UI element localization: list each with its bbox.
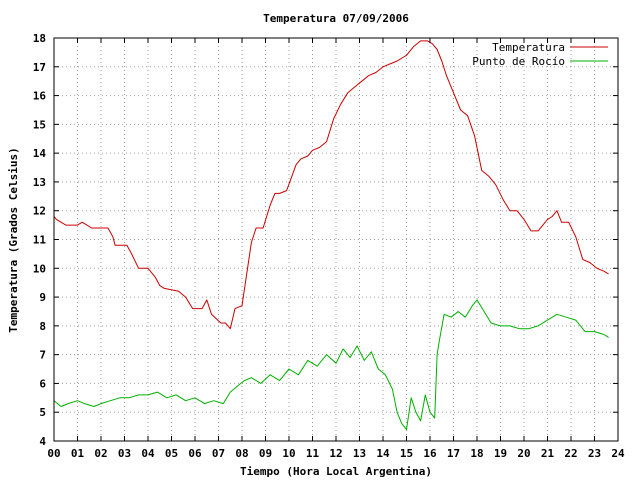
x-tick-label: 04 [141, 447, 155, 460]
legend: Temperatura Punto de Rocío [472, 41, 608, 68]
x-tick-label: 13 [353, 447, 366, 460]
y-tick-label: 14 [33, 147, 47, 160]
x-tick-label: 09 [259, 447, 272, 460]
x-tick-label: 17 [447, 447, 460, 460]
x-tick-label: 03 [118, 447, 131, 460]
legend-label-rocio: Punto de Rocío [472, 55, 565, 68]
x-tick-label: 08 [235, 447, 248, 460]
x-tick-label: 24 [611, 447, 625, 460]
series-line-rocio [53, 299, 609, 430]
x-axis-label: Tiempo (Hora Local Argentina) [240, 465, 432, 478]
x-tick-label: 18 [470, 447, 483, 460]
x-tick-label: 23 [588, 447, 601, 460]
legend-label-temperatura: Temperatura [492, 41, 565, 54]
y-tick-label: 12 [33, 205, 46, 218]
ticks-layer: 00 01 02 03 04 05 06 07 08 09 10 11 12 13 14 15 16 17 18 19… [33, 32, 625, 460]
x-tick-label: 20 [517, 447, 530, 460]
y-tick-label: 17 [33, 61, 46, 74]
y-tick-label: 10 [33, 262, 46, 275]
x-tick-label: 07 [212, 447, 225, 460]
y-tick-label: 18 [33, 32, 46, 45]
x-tick-label: 02 [94, 447, 107, 460]
grid-layer [54, 38, 618, 441]
x-tick-label: 10 [282, 447, 295, 460]
y-tick-label: 15 [33, 118, 46, 131]
x-tick-label: 19 [494, 447, 507, 460]
x-tick-label: 01 [71, 447, 85, 460]
y-tick-label: 4 [39, 435, 46, 448]
y-tick-label: 13 [33, 176, 46, 189]
x-tick-label: 12 [329, 447, 342, 460]
x-tick-label: 06 [188, 447, 202, 460]
y-tick-label: 5 [39, 406, 46, 419]
y-axis-label: Temperatura (Grados Celsius) [7, 147, 20, 332]
y-tick-label: 7 [39, 349, 46, 362]
y-tick-label: 16 [33, 90, 47, 103]
series-line-temperatura [53, 40, 609, 330]
x-tick-label: 00 [47, 447, 60, 460]
y-tick-label: 8 [39, 320, 46, 333]
y-tick-label: 6 [39, 377, 46, 390]
chart-title: Temperatura 07/09/2006 [263, 12, 409, 25]
x-tick-label: 15 [400, 447, 413, 460]
x-tick-label: 16 [423, 447, 437, 460]
x-tick-label: 21 [541, 447, 555, 460]
series-layer [53, 40, 609, 430]
y-tick-label: 9 [39, 291, 46, 304]
y-tick-label: 11 [33, 234, 47, 247]
x-tick-label: 14 [376, 447, 390, 460]
x-tick-label: 05 [165, 447, 178, 460]
x-tick-label: 22 [564, 447, 577, 460]
x-tick-label: 11 [306, 447, 320, 460]
